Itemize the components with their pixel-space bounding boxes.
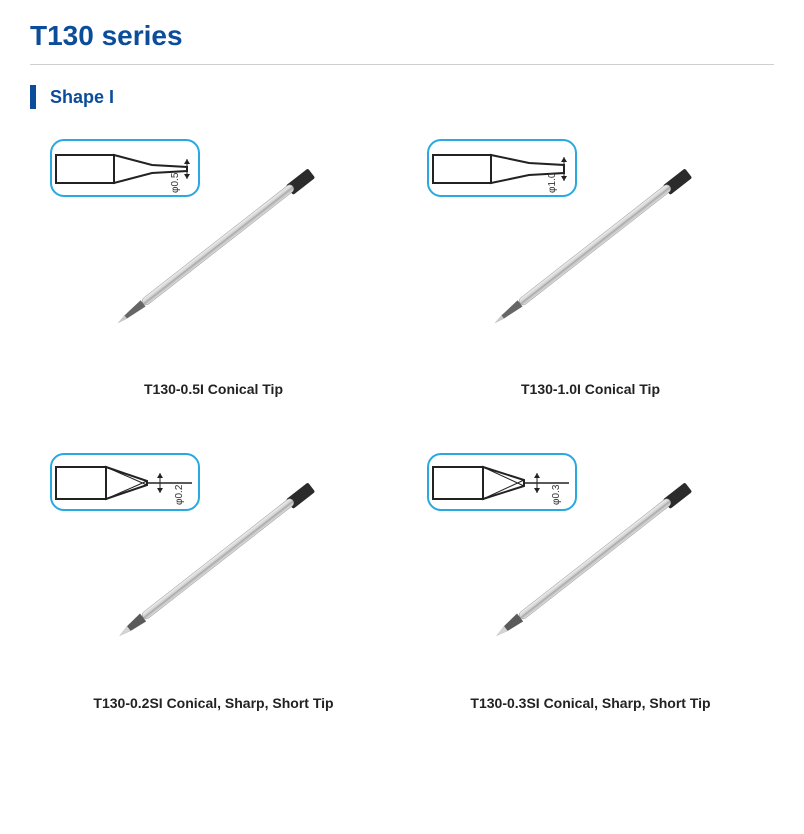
product-caption: T130-0.2SI Conical, Sharp, Short Tip <box>93 695 333 711</box>
tip-diagram-icon: φ0.2 <box>50 453 200 511</box>
dimension-label: φ0.3 <box>551 485 562 505</box>
product-item: φ0.5 T130-0.5I Conical Tip <box>40 133 387 397</box>
product-item: φ1.0 T130-1.0I Conical Tip <box>417 133 764 397</box>
divider <box>30 64 774 65</box>
tip-diagram-icon: φ0.3 <box>427 453 577 511</box>
product-caption: T130-1.0I Conical Tip <box>521 381 660 397</box>
product-image: φ0.5 <box>44 133 384 363</box>
section-bar-icon <box>30 85 36 109</box>
product-image: φ1.0 <box>421 133 761 363</box>
product-item: φ0.2 T130-0.2SI Conical, Sharp, Short Ti… <box>40 447 387 711</box>
section-title: Shape I <box>50 87 114 108</box>
dimension-label: φ0.2 <box>174 485 185 505</box>
section-header: Shape I <box>30 85 774 109</box>
product-item: φ0.3 T130-0.3SI Conical, Sharp, Short Ti… <box>417 447 764 711</box>
product-grid: φ0.5 T130-0.5I Conical Tip <box>30 133 774 711</box>
dimension-label: φ1.0 <box>547 173 558 193</box>
tip-diagram-icon: φ1.0 <box>427 139 577 197</box>
tip-diagram-icon: φ0.5 <box>50 139 200 197</box>
product-caption: T130-0.3SI Conical, Sharp, Short Tip <box>470 695 710 711</box>
dimension-label: φ0.5 <box>170 173 181 193</box>
product-image: φ0.3 <box>421 447 761 677</box>
page-title: T130 series <box>30 20 774 52</box>
product-caption: T130-0.5I Conical Tip <box>144 381 283 397</box>
product-image: φ0.2 <box>44 447 384 677</box>
